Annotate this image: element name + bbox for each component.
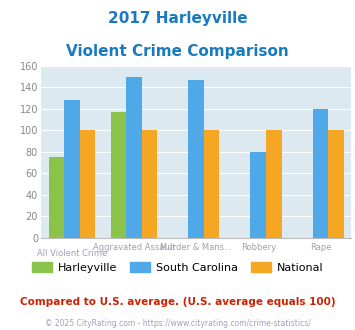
Bar — [266, 130, 282, 238]
Bar — [111, 112, 126, 238]
Bar — [313, 109, 328, 238]
Bar — [328, 130, 344, 238]
Legend: Harleyville, South Carolina, National: Harleyville, South Carolina, National — [27, 257, 328, 277]
Bar — [251, 152, 266, 238]
Bar — [204, 130, 219, 238]
Bar — [49, 157, 64, 238]
Bar — [142, 130, 157, 238]
Bar — [189, 80, 204, 238]
Text: Compared to U.S. average. (U.S. average equals 100): Compared to U.S. average. (U.S. average … — [20, 297, 335, 307]
Text: Violent Crime Comparison: Violent Crime Comparison — [66, 44, 289, 59]
Text: Rape: Rape — [310, 243, 331, 251]
Text: 2017 Harleyville: 2017 Harleyville — [108, 11, 247, 26]
Text: All Violent Crime: All Violent Crime — [37, 249, 107, 258]
Text: Aggravated Assault: Aggravated Assault — [93, 243, 175, 251]
Text: Murder & Mans...: Murder & Mans... — [160, 243, 232, 251]
Text: © 2025 CityRating.com - https://www.cityrating.com/crime-statistics/: © 2025 CityRating.com - https://www.city… — [45, 319, 310, 328]
Bar — [80, 130, 95, 238]
Text: Robbery: Robbery — [241, 243, 276, 251]
Bar — [64, 100, 80, 238]
Bar — [126, 77, 142, 238]
